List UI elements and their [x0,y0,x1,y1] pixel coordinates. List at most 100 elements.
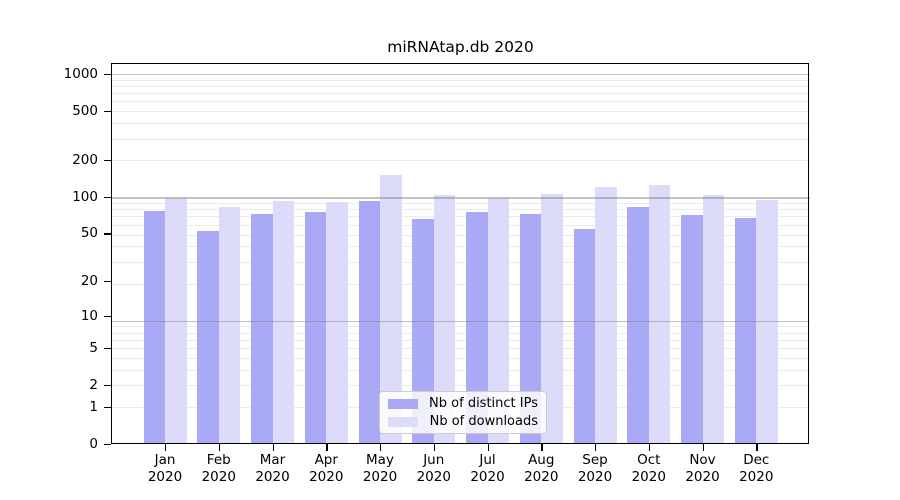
y-tick-label: 1000 [63,66,98,83]
x-tick-label: Oct 2020 [631,452,666,485]
gridline-minor [111,348,810,350]
x-tick [595,444,597,451]
gridline-minor [111,246,810,248]
gridline-minor [111,101,810,103]
y-tick-label: 10 [80,307,98,324]
bar-distinct-ips-jan [143,211,165,444]
gridline-minor [111,160,810,162]
legend-item-distinct-ips: Nb of distinct IPs [388,396,538,411]
gridline-minor [111,123,810,125]
x-tick [433,444,436,451]
y-tick [104,196,111,199]
bar-downloads-aug [541,193,563,444]
gridline-major [111,197,810,199]
gridline-minor [111,138,810,140]
y-tick-label: 100 [72,188,98,205]
bar-distinct-ips-apr [304,212,327,444]
x-tick [487,444,489,451]
bar-downloads-oct [648,184,671,444]
bar-distinct-ips-oct [627,207,649,444]
gridline-minor [111,209,810,211]
y-tick [104,233,111,235]
gridline-minor [111,339,810,341]
bar-downloads-jun [433,195,456,444]
x-tick [648,444,651,451]
bar-distinct-ips-feb [197,231,219,444]
y-tick-label: 500 [72,103,98,120]
gridline-minor [111,86,810,88]
y-tick [104,444,111,446]
gridline-minor [111,369,810,371]
gridline-minor [111,93,810,95]
bar-distinct-ips-dec [734,218,757,444]
bar-downloads-may [380,174,402,444]
gridline-minor [111,234,810,236]
legend-swatch-downloads [388,416,418,427]
y-tick [104,385,111,387]
bar-distinct-ips-jul [466,212,488,444]
bar-distinct-ips-sep [573,229,595,444]
x-tick-label: Nov 2020 [685,452,720,485]
x-tick [541,444,543,451]
y-tick-label: 1 [89,398,98,415]
legend: Nb of distinct IPs Nb of downloads [379,391,547,434]
chart-title: miRNAtap.db 2020 [387,38,534,56]
gridline-minor [111,79,810,81]
gridline-major [111,320,810,322]
x-tick [165,444,167,451]
y-tick-label: 5 [89,340,98,357]
legend-swatch-distinct-ips [388,398,418,409]
x-tick-label: Aug 2020 [524,452,559,485]
y-tick [104,406,111,409]
y-tick-label: 2 [89,377,98,394]
y-tick-label: 20 [80,272,98,289]
bar-downloads-mar [272,200,294,444]
bar-distinct-ips-mar [251,214,273,444]
x-tick-label: Jul 2020 [470,452,505,485]
y-tick-label: 0 [89,436,98,452]
x-tick-label: Mar 2020 [255,452,290,485]
y-tick [104,315,111,317]
y-tick [104,111,111,113]
x-tick [702,444,704,451]
x-tick-label: May 2020 [362,452,398,485]
gridline-minor [111,203,810,205]
gridline-minor [111,216,810,218]
bar-distinct-ips-jun [412,218,434,444]
x-tick-label: Jun 2020 [416,452,451,485]
bar-downloads-apr [326,202,348,444]
x-tick-label: Feb 2020 [201,452,236,485]
gridline-minor [111,111,810,113]
x-tick-label: Apr 2020 [309,452,344,485]
x-tick-label: Jan 2020 [147,452,183,485]
y-tick [104,74,111,76]
x-tick [756,444,758,451]
gridline-minor [111,385,810,387]
bar-downloads-feb [218,207,241,444]
legend-item-downloads: Nb of downloads [388,414,538,429]
y-tick [104,160,111,162]
bar-downloads-nov [702,194,724,444]
legend-label-downloads: Nb of downloads [429,414,538,429]
x-tick-label: Sep 2020 [577,452,613,485]
legend-label-distinct-ips: Nb of distinct IPs [429,396,538,411]
x-tick [218,444,221,451]
bar-downloads-sep [595,187,617,444]
bar-distinct-ips-aug [519,213,542,444]
y-tick-label: 200 [72,152,98,169]
gridline-minor [111,261,810,263]
gridline-minor [111,283,810,285]
bar-distinct-ips-may [358,200,380,444]
bar-downloads-jul [487,198,509,444]
gridline-minor [111,357,810,359]
y-tick [104,280,111,283]
x-tick [380,444,382,451]
gridline-minor [111,326,810,328]
bar-downloads-dec [756,199,778,444]
x-tick [272,444,274,451]
gridline-major [111,74,810,76]
bar-distinct-ips-nov [681,214,703,444]
x-tick [326,444,328,451]
gridline-minor [111,224,810,226]
